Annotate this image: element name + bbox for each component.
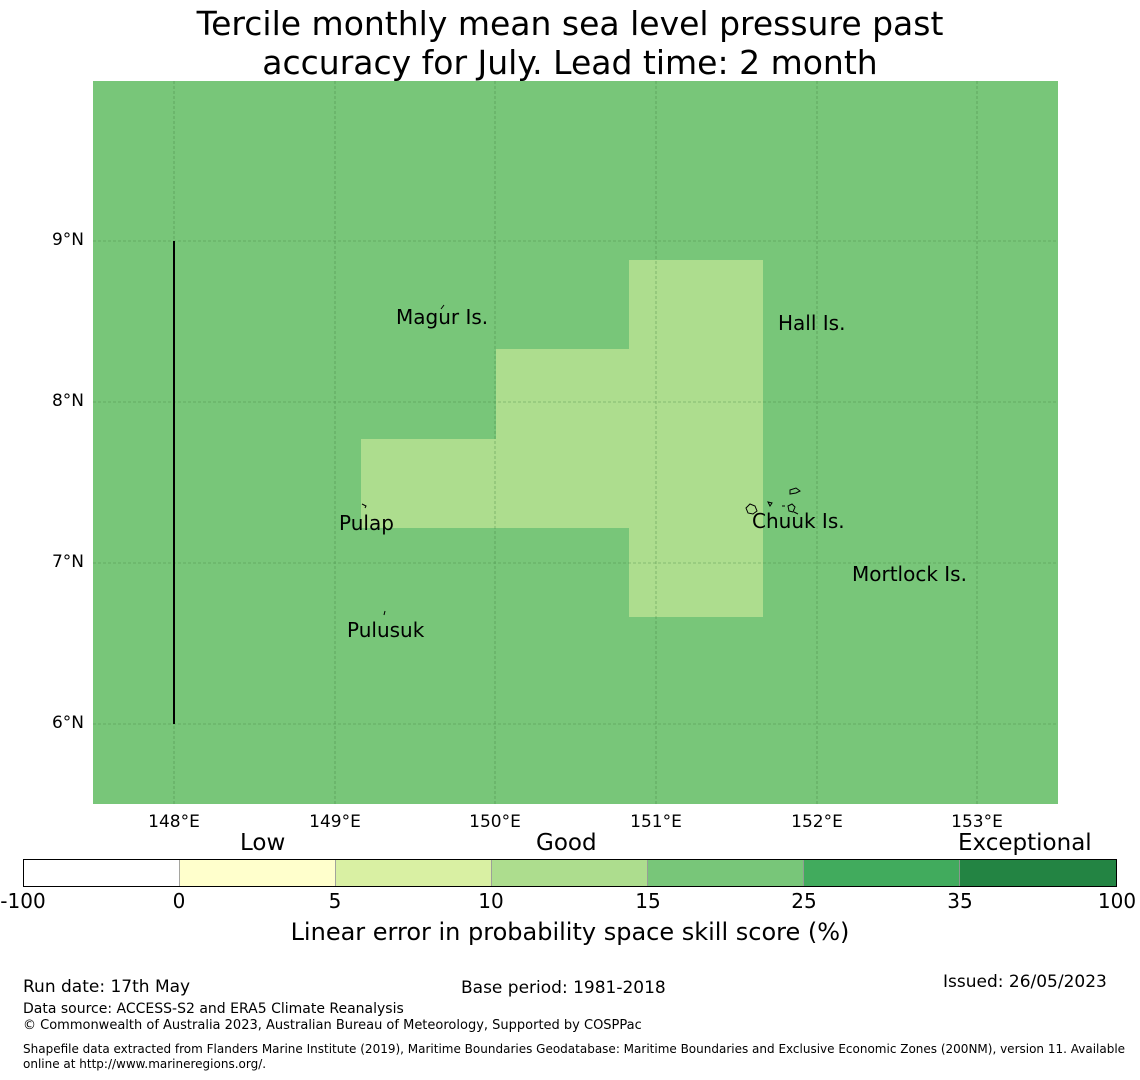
island-outlines: [361, 304, 801, 616]
lon-label-149e: 149°E: [309, 812, 361, 832]
colorbar-segment: [23, 859, 180, 887]
colorbar-category-exceptional: Exceptional: [958, 830, 1092, 856]
colorbar-tick-label: 5: [328, 889, 342, 913]
lat-label-9n: 9°N: [51, 230, 84, 250]
place-label-hall: Hall Is.: [778, 311, 846, 335]
data-source: Data source: ACCESS-S2 and ERA5 Climate …: [23, 1001, 404, 1017]
colorbar-segment: [959, 859, 1117, 887]
colorbar-category-good: Good: [536, 830, 597, 856]
place-label-chuuk: Chuuk Is.: [752, 509, 845, 533]
place-label-pulusuk: Pulusuk: [347, 618, 425, 642]
colorbar-tick-label: -100: [0, 889, 46, 913]
colorbar-tick-label: 100: [1097, 889, 1137, 913]
lon-label-153e: 153°E: [951, 812, 1003, 832]
base-period: Base period: 1981-2018: [461, 978, 666, 998]
title-line-1: Tercile monthly mean sea level pressure …: [196, 4, 944, 43]
place-label-magur: Magur Is.: [396, 305, 489, 329]
colorbar-title: Linear error in probability space skill …: [290, 918, 850, 946]
lon-label-150e: 150°E: [469, 812, 521, 832]
colorbar-tick-label: 25: [791, 889, 817, 913]
lat-label-7n: 7°N: [51, 552, 84, 572]
title-line-2: accuracy for July. Lead time: 2 month: [262, 43, 878, 82]
colorbar-tick-label: 10: [478, 889, 504, 913]
colorbar-segment: [335, 859, 492, 887]
place-label-mortlock: Mortlock Is.: [852, 562, 967, 586]
skill-region-highlight: [361, 260, 763, 617]
issued-date: Issued: 26/05/2023: [943, 972, 1107, 992]
lon-label-148e: 148°E: [148, 812, 200, 832]
shapefile-credit-line-1: Shapefile data extracted from Flanders M…: [23, 1042, 1126, 1056]
colorbar-segment: [803, 859, 960, 887]
colorbar-tick-label: 35: [947, 889, 973, 913]
lat-label-6n: 6°N: [51, 713, 84, 733]
colorbar-frame: [23, 859, 1117, 887]
colorbar-segment: [491, 859, 648, 887]
copyright-notice: © Commonwealth of Australia 2023, Austra…: [23, 1018, 642, 1033]
lon-label-152e: 152°E: [791, 812, 843, 832]
colorbar-tick-label: 15: [635, 889, 661, 913]
run-date: Run date: 17th May: [23, 977, 191, 997]
pulusuk-island-outline: [383, 610, 386, 616]
lat-label-8n: 8°N: [51, 391, 84, 411]
colorbar-category-low: Low: [240, 830, 286, 856]
colorbar-tick-label: 0: [172, 889, 186, 913]
place-label-pulap: Pulap: [339, 511, 394, 535]
lon-label-151e: 151°E: [630, 812, 682, 832]
magur-island-outline: [440, 304, 445, 310]
colorbar-segment: [647, 859, 804, 887]
pulap-island-outline: [361, 503, 367, 509]
map-title: Tercile monthly mean sea level pressure …: [0, 4, 1140, 82]
colorbar: [23, 859, 1117, 887]
shapefile-credit-line-2: online at http://www.marineregions.org/.: [23, 1057, 267, 1071]
colorbar-segment: [179, 859, 336, 887]
chuuk-lagoon-outline: [745, 487, 801, 515]
